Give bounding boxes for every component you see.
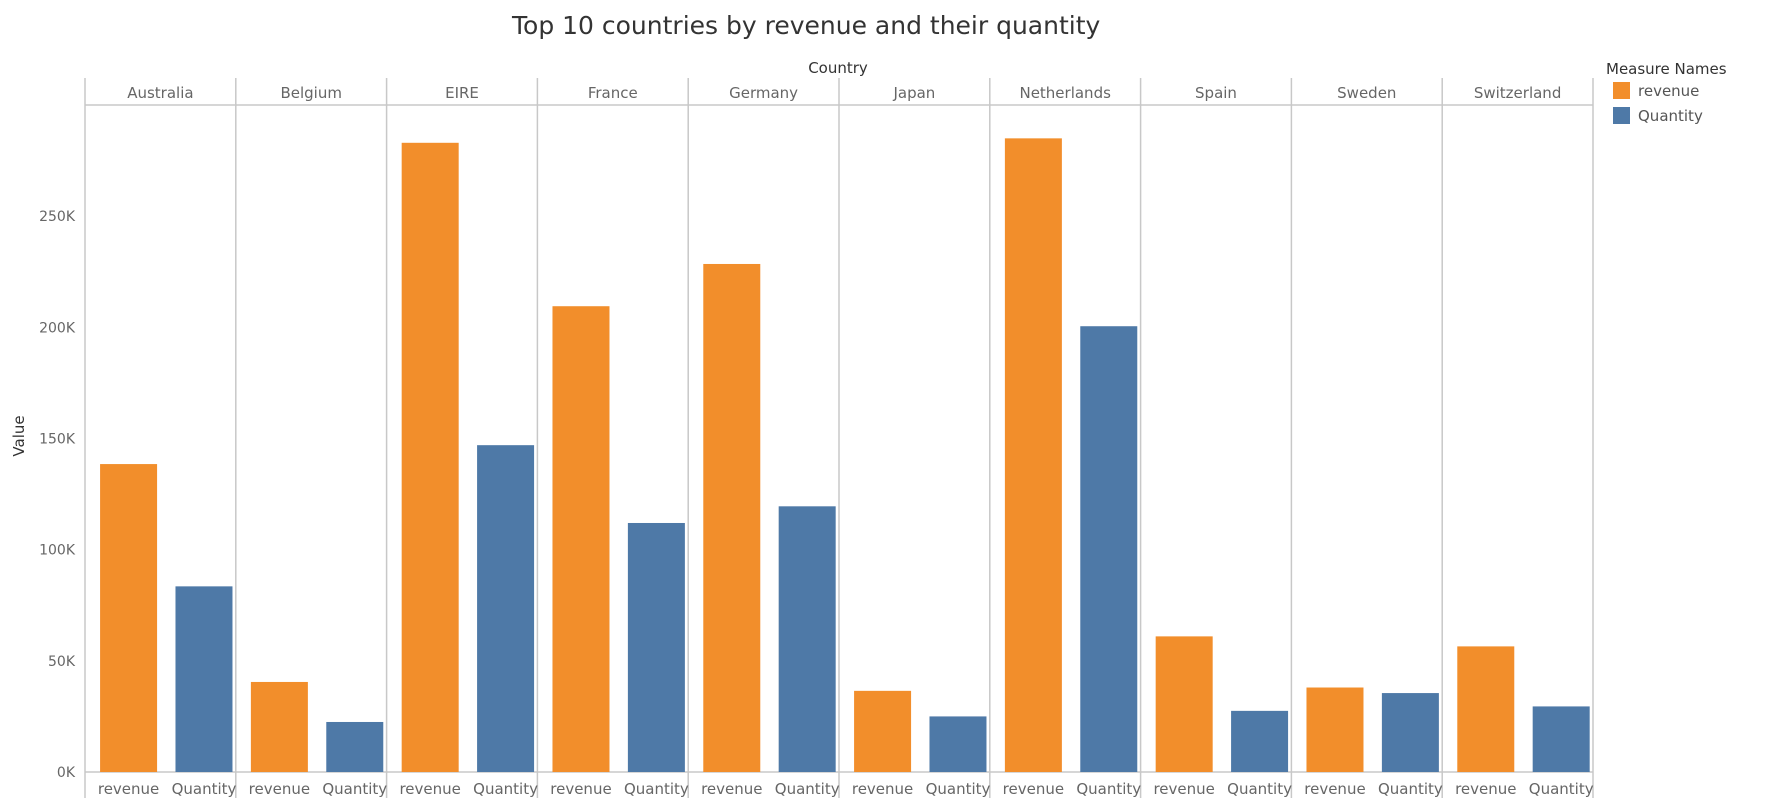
column-header: Country xyxy=(808,59,868,77)
facet-label: EIRE xyxy=(445,84,479,102)
facet-label: Australia xyxy=(127,84,193,102)
x-measure-label: Quantity xyxy=(775,780,840,798)
x-measure-label: revenue xyxy=(701,780,762,798)
y-tick-label: 150K xyxy=(39,432,76,448)
facet-label: Japan xyxy=(892,84,935,102)
legend-label: Quantity xyxy=(1638,107,1703,125)
bar-revenue xyxy=(552,306,610,772)
y-tick-label: 200K xyxy=(39,320,76,336)
facet-label: Belgium xyxy=(280,84,342,102)
x-measure-label: revenue xyxy=(550,780,611,798)
bar-quantity xyxy=(929,716,987,772)
x-measure-label: revenue xyxy=(1455,780,1516,798)
legend-swatch-quantity xyxy=(1613,107,1630,124)
bar-revenue xyxy=(401,142,459,773)
x-measure-label: revenue xyxy=(399,780,460,798)
x-measure-label: Quantity xyxy=(1076,780,1141,798)
legend-title: Measure Names xyxy=(1606,60,1727,78)
chart-title: Top 10 countries by revenue and their qu… xyxy=(511,11,1101,40)
x-measure-label: Quantity xyxy=(322,780,387,798)
y-axis-ticks: 0K 50K 100K 150K 200K 250K xyxy=(39,209,76,781)
legend-label: revenue xyxy=(1638,82,1699,100)
x-measure-label: revenue xyxy=(1003,780,1064,798)
facet-label: Spain xyxy=(1195,84,1237,102)
bar-quantity xyxy=(326,721,384,772)
bar-revenue xyxy=(703,263,761,772)
bar-quantity xyxy=(1080,326,1138,772)
bar-revenue xyxy=(100,464,158,772)
bar-revenue xyxy=(250,681,308,772)
facet-label: Germany xyxy=(729,84,798,102)
x-measure-label: revenue xyxy=(1304,780,1365,798)
bar-quantity xyxy=(1231,710,1289,772)
bar-quantity xyxy=(477,445,535,772)
x-measure-label: revenue xyxy=(98,780,159,798)
facet-label: Sweden xyxy=(1337,84,1396,102)
bar-revenue xyxy=(1155,636,1213,772)
bar-quantity xyxy=(778,506,836,772)
legend: revenue Quantity xyxy=(1613,82,1703,125)
x-measure-label: Quantity xyxy=(473,780,538,798)
panel-frames xyxy=(84,78,1594,798)
bar-revenue xyxy=(1457,646,1515,772)
bar-revenue xyxy=(1306,687,1364,772)
bar-revenue xyxy=(1004,138,1062,773)
y-axis-label: Value xyxy=(10,415,28,456)
x-measure-label: Quantity xyxy=(1378,780,1443,798)
x-axis-categories: revenue Quantity revenue Quantity revenue Qua… xyxy=(98,780,1594,798)
x-measure-label: Quantity xyxy=(1529,780,1594,798)
x-measure-label: Quantity xyxy=(624,780,689,798)
facet-label: Netherlands xyxy=(1019,84,1111,102)
bar-quantity xyxy=(175,586,233,772)
x-measure-label: revenue xyxy=(852,780,913,798)
facet-label: Switzerland xyxy=(1474,84,1562,102)
y-tick-label: 250K xyxy=(39,209,76,225)
bar-quantity xyxy=(1381,693,1439,772)
bar-quantity xyxy=(1532,706,1590,772)
x-measure-label: Quantity xyxy=(1227,780,1292,798)
y-tick-label: 0K xyxy=(57,765,76,781)
x-measure-label: revenue xyxy=(249,780,310,798)
bars xyxy=(100,138,1590,773)
facet-label: France xyxy=(588,84,638,102)
facet-headers: Australia Belgium EIRE France Germany Japan Ne… xyxy=(127,84,1561,102)
x-measure-label: revenue xyxy=(1153,780,1214,798)
legend-swatch-revenue xyxy=(1613,82,1630,99)
y-tick-label: 100K xyxy=(39,543,76,559)
bar-quantity xyxy=(627,522,685,772)
x-measure-label: Quantity xyxy=(926,780,991,798)
y-tick-label: 50K xyxy=(48,654,76,670)
bar-revenue xyxy=(854,690,912,772)
x-measure-label: Quantity xyxy=(172,780,237,798)
